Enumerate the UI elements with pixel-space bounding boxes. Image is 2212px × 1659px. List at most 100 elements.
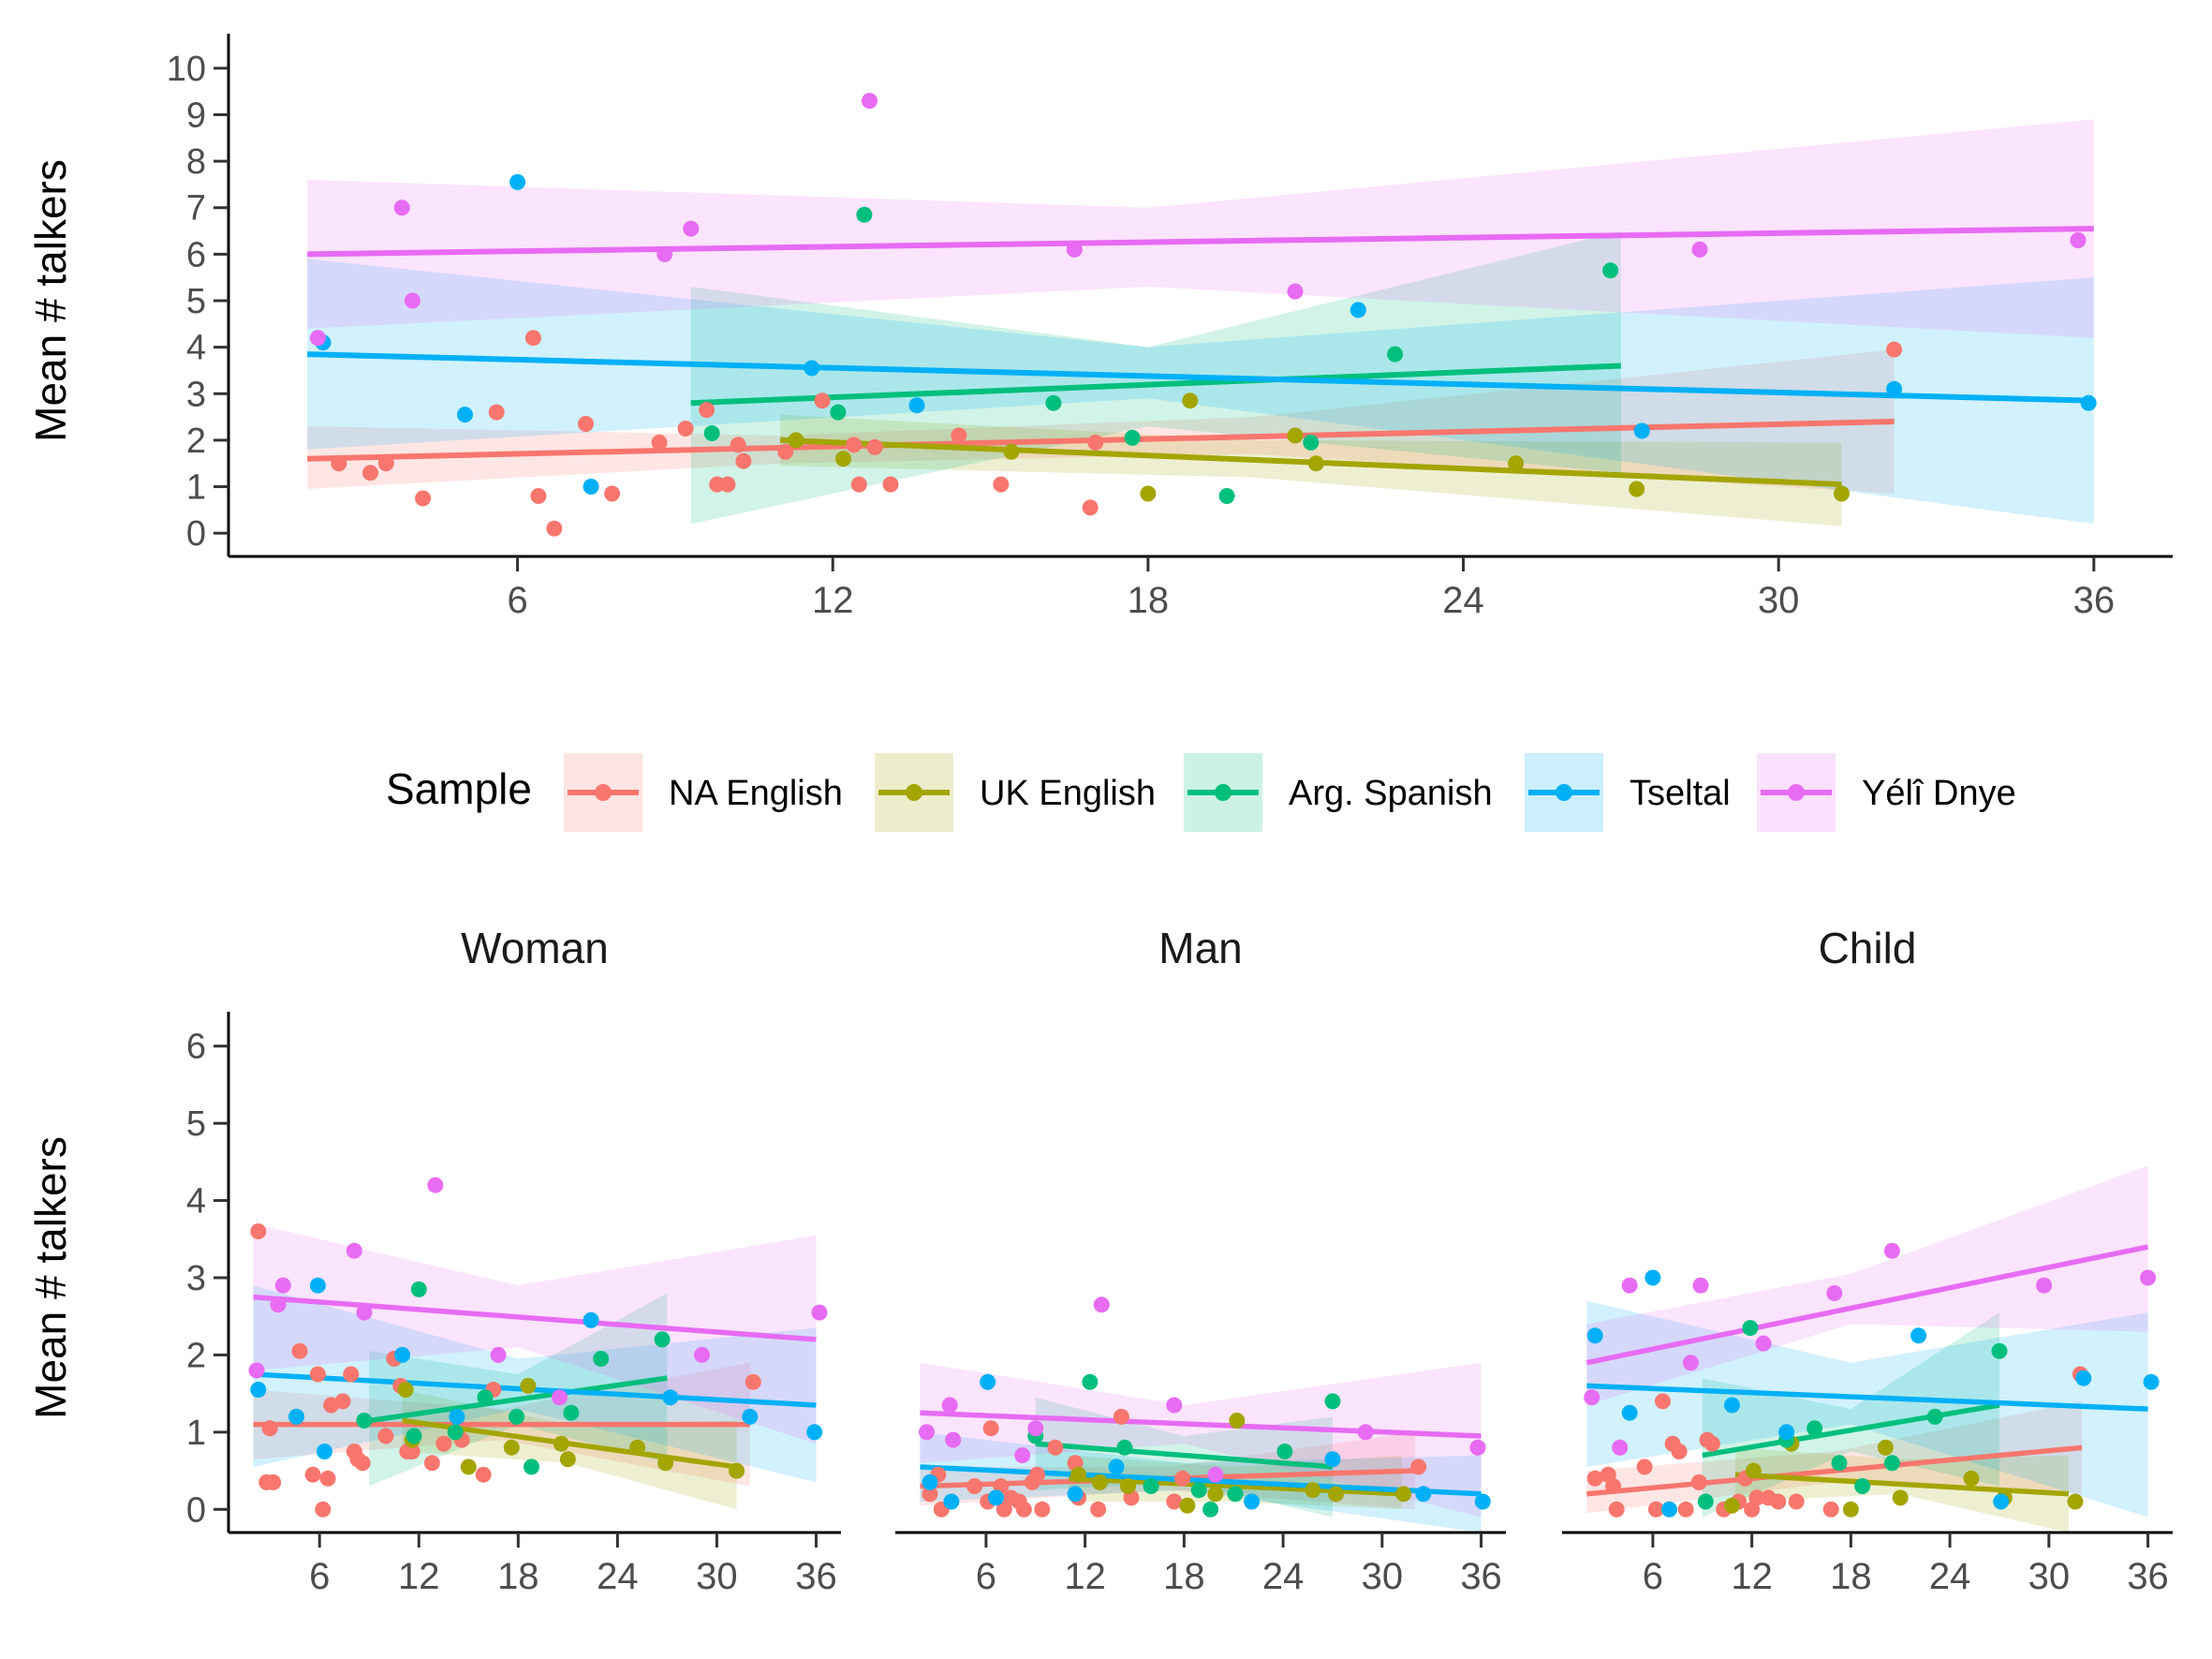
data-point-tseltal <box>1910 1327 1927 1344</box>
data-point-na-english <box>1166 1493 1183 1510</box>
fit-line-na-english <box>1586 1444 2083 1497</box>
data-point-na-english <box>1690 1474 1707 1490</box>
data-point-uk-english <box>1182 393 1199 409</box>
data-point-arg-spanish <box>406 1428 422 1444</box>
data-point-uk-english <box>1207 1486 1224 1503</box>
y-tick-label: 1 <box>186 468 206 508</box>
data-point-uk-english <box>1963 1470 1980 1487</box>
data-point-na-english <box>354 1455 371 1472</box>
x-tick-label: 24 <box>1262 1556 1305 1597</box>
ci-band-tseltal <box>1586 1300 2148 1518</box>
data-point-uk-english <box>1745 1462 1762 1479</box>
data-point-uk-english <box>657 1455 674 1472</box>
data-point-arg-spanish <box>1218 488 1235 504</box>
data-point-arg-spanish <box>1991 1342 2008 1359</box>
data-point-na-english <box>1886 341 1903 358</box>
data-point-uk-english <box>1092 1474 1108 1490</box>
data-point-yeli-dnye <box>811 1304 828 1321</box>
data-point-yeli-dnye <box>1357 1424 1374 1441</box>
data-point-arg-spanish <box>524 1459 539 1475</box>
data-point-yeli-dnye <box>248 1362 265 1379</box>
data-point-na-english <box>1034 1501 1051 1518</box>
x-tick-label: 6 <box>309 1556 330 1597</box>
data-point-yeli-dnye <box>683 220 700 237</box>
facet-man: 6 12 18 24 30 36 Man <box>895 924 1506 1597</box>
data-point-tseltal <box>1324 1451 1341 1468</box>
y-tick-label: 9 <box>186 96 206 135</box>
data-point-na-english <box>1087 434 1104 451</box>
data-point-tseltal <box>2075 1370 2092 1386</box>
data-point-yeli-dnye <box>393 200 410 216</box>
data-point-uk-english <box>1307 455 1324 472</box>
fit-line-arg-spanish <box>368 1375 668 1424</box>
fit-line-yeli-dnye <box>920 1410 1482 1439</box>
data-point-tseltal <box>1633 422 1650 439</box>
data-point-yeli-dnye <box>309 330 326 347</box>
fit-line-yeli-dnye <box>307 226 2094 258</box>
data-point-yeli-dnye <box>1584 1389 1600 1406</box>
data-point-tseltal <box>1108 1459 1125 1475</box>
data-point-na-english <box>1788 1493 1805 1510</box>
data-point-na-english <box>882 476 899 493</box>
data-point-na-english <box>604 485 621 502</box>
data-point-na-english <box>1608 1501 1625 1518</box>
data-point-yeli-dnye <box>919 1424 935 1441</box>
legend-key-point-na-english <box>595 784 612 801</box>
data-point-uk-english <box>1892 1489 1909 1506</box>
y-axis-title: Mean # talkers <box>26 159 75 442</box>
data-point-na-english <box>404 1444 420 1459</box>
data-point-tseltal <box>288 1408 304 1425</box>
data-point-uk-english <box>729 1462 745 1479</box>
data-point-uk-english <box>397 1382 414 1398</box>
data-point-arg-spanish <box>1324 1393 1341 1410</box>
data-point-yeli-dnye <box>1692 1277 1709 1294</box>
data-point-tseltal <box>1244 1493 1261 1510</box>
data-point-yeli-dnye <box>1027 1420 1044 1437</box>
data-point-tseltal <box>509 173 526 190</box>
data-point-arg-spanish <box>509 1408 525 1425</box>
data-point-na-english <box>1605 1478 1622 1494</box>
data-point-arg-spanish <box>356 1413 373 1429</box>
data-point-tseltal <box>742 1408 759 1425</box>
data-point-yeli-dnye <box>1621 1277 1638 1294</box>
data-point-na-english <box>1082 499 1099 516</box>
legend-key-point-arg-spanish <box>1215 784 1231 801</box>
data-point-na-english <box>951 427 967 444</box>
data-point-yeli-dnye <box>552 1389 568 1406</box>
data-point-uk-english <box>1120 1478 1136 1494</box>
x-tick-label: 24 <box>1442 580 1484 621</box>
data-point-arg-spanish <box>1202 1501 1219 1518</box>
data-point-arg-spanish <box>1602 262 1619 279</box>
fit-line-tseltal <box>920 1464 1482 1497</box>
data-point-na-english <box>1029 1466 1045 1483</box>
data-point-na-english <box>1655 1393 1671 1410</box>
data-point-tseltal <box>908 397 925 414</box>
ci-band-yeli-dnye <box>1586 1165 2148 1405</box>
data-point-na-english <box>362 465 378 481</box>
data-point-na-english <box>1047 1439 1064 1456</box>
data-point-yeli-dnye <box>1066 241 1083 258</box>
data-point-na-english <box>530 488 547 504</box>
data-point-yeli-dnye <box>270 1296 287 1313</box>
data-point-na-english <box>1015 1501 1032 1518</box>
data-point-arg-spanish <box>703 425 720 441</box>
x-tick-label: 18 <box>1830 1556 1872 1597</box>
data-point-na-english <box>745 1373 761 1390</box>
legend-key-point-tseltal <box>1556 784 1572 801</box>
data-point-tseltal <box>1778 1424 1795 1441</box>
data-point-uk-english <box>1305 1482 1321 1499</box>
data-point-uk-english <box>1724 1497 1740 1514</box>
x-tick-label: 30 <box>2028 1556 2071 1597</box>
data-point-tseltal <box>1474 1493 1491 1510</box>
data-point-arg-spanish <box>830 404 847 421</box>
facet-title: Man <box>1158 924 1242 972</box>
data-point-na-english <box>377 455 394 472</box>
data-point-tseltal <box>1415 1486 1432 1503</box>
data-point-tseltal <box>317 1444 332 1459</box>
ci-band-yeli-dnye <box>920 1362 1482 1518</box>
data-point-tseltal <box>582 479 599 495</box>
data-point-arg-spanish <box>1742 1320 1759 1337</box>
data-point-arg-spanish <box>1883 1455 1900 1472</box>
data-point-uk-english <box>1842 1501 1859 1518</box>
data-point-yeli-dnye <box>490 1346 507 1363</box>
